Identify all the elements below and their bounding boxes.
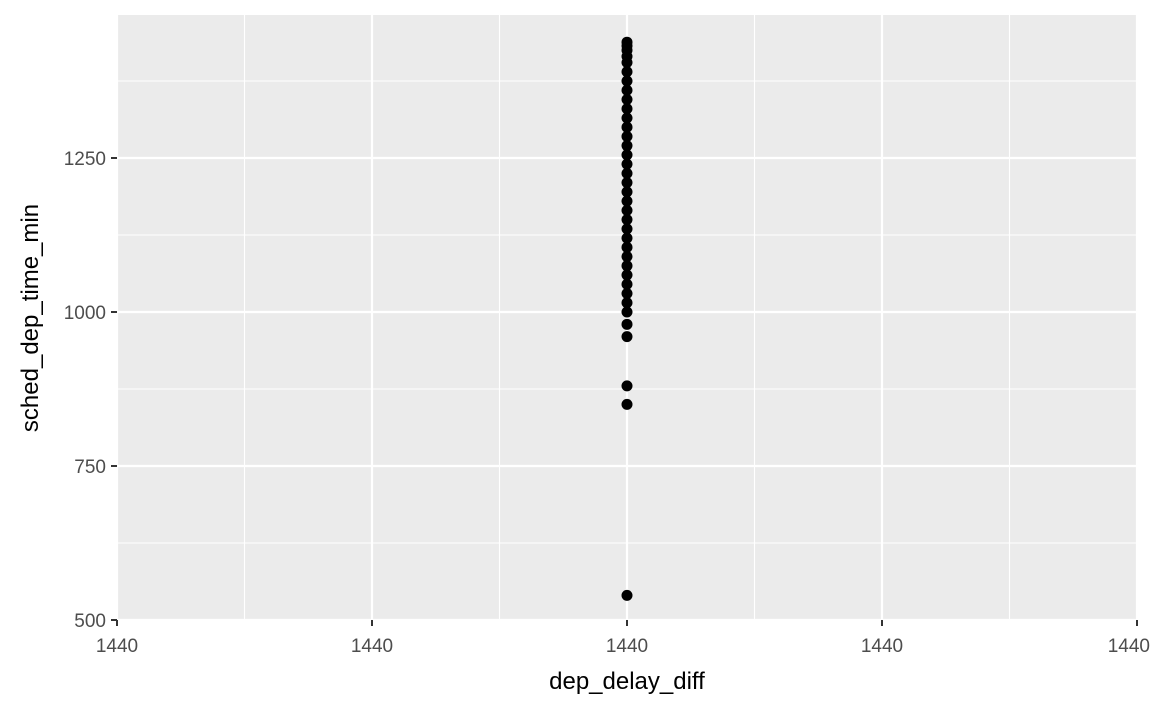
data-point (621, 75, 633, 87)
data-point (621, 269, 633, 281)
data-point (621, 130, 633, 142)
data-point (621, 306, 633, 318)
x-tick-label: 1440 (1108, 636, 1150, 657)
data-point (621, 103, 633, 115)
data-points (621, 36, 633, 601)
data-point (621, 93, 633, 105)
data-point (621, 589, 633, 601)
data-point (621, 278, 633, 290)
data-point (621, 214, 633, 226)
y-axis: 500 750 1000 1250 (64, 149, 117, 632)
data-point (621, 158, 633, 170)
data-point (621, 167, 633, 179)
data-point (621, 149, 633, 161)
data-point (621, 398, 633, 410)
x-axis: 1440 1440 1440 1440 1440 (96, 620, 1150, 657)
data-point (621, 223, 633, 235)
x-tick-label: 1440 (861, 636, 903, 657)
y-tick-label: 750 (74, 457, 106, 478)
data-point (621, 195, 633, 207)
data-point (621, 318, 633, 330)
x-tick-label: 1440 (606, 636, 648, 657)
data-point (621, 186, 633, 198)
data-point (621, 331, 633, 343)
x-tick-label: 1440 (351, 636, 393, 657)
x-axis-title: dep_delay_diff (549, 668, 705, 695)
data-point (621, 241, 633, 253)
data-point (621, 260, 633, 272)
data-point (621, 112, 633, 124)
x-tick-label: 1440 (96, 636, 138, 657)
data-point (621, 297, 633, 309)
y-tick-label: 1000 (64, 303, 106, 324)
data-point (621, 140, 633, 152)
data-point (621, 204, 633, 216)
y-axis-title: sched_dep_time_min (17, 204, 44, 432)
y-tick-label: 1250 (64, 149, 106, 170)
data-point (621, 251, 633, 263)
data-point (621, 177, 633, 189)
data-point (621, 288, 633, 300)
data-point (621, 380, 633, 392)
data-point (621, 84, 633, 96)
data-point (621, 232, 633, 244)
data-point (621, 36, 633, 48)
data-point (621, 121, 633, 133)
data-point (621, 66, 633, 78)
y-tick-label: 500 (74, 611, 106, 632)
